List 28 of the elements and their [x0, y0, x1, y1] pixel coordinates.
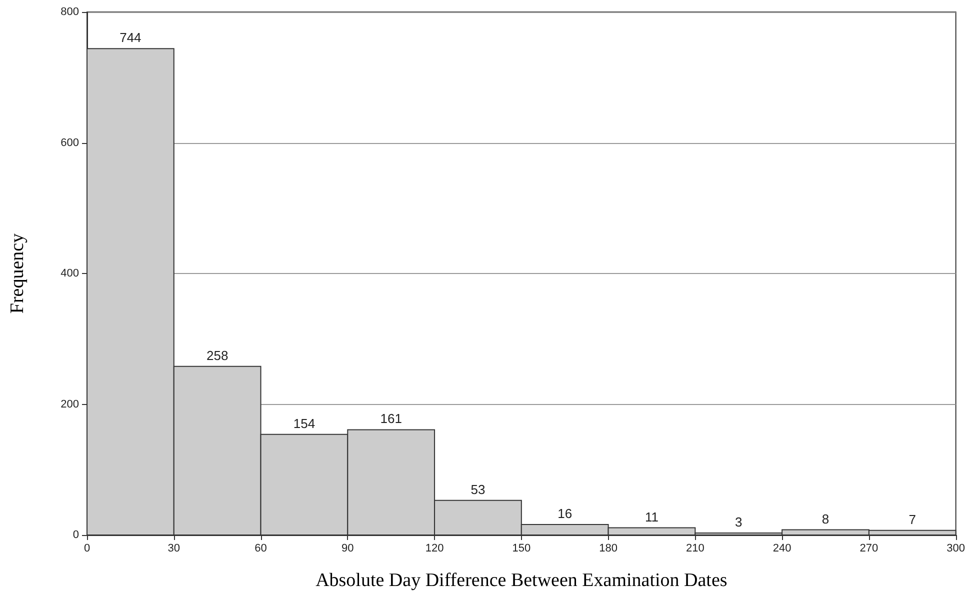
data-label: 258: [206, 348, 228, 363]
y-tick-label: 400: [60, 268, 79, 280]
data-label: 53: [470, 482, 486, 497]
y-axis-title: Frequency: [7, 232, 28, 314]
data-label: 8: [822, 511, 830, 526]
x-tick-label: 30: [168, 542, 180, 554]
data-label: 154: [293, 416, 316, 431]
y-tick-label: 200: [60, 398, 79, 410]
y-tick-label: 0: [72, 529, 79, 541]
x-tick-label: 300: [946, 542, 966, 554]
data-label: 11: [644, 509, 658, 524]
x-tick-label: 90: [342, 542, 354, 554]
y-tick-label: 600: [60, 136, 79, 149]
x-tick-label: 0: [84, 542, 90, 554]
x-tick-label: 150: [512, 542, 531, 554]
data-label: 3: [735, 514, 742, 530]
data-label: 7: [908, 512, 916, 527]
x-tick-label: 270: [860, 542, 878, 554]
y-tick-label: 800: [60, 6, 79, 18]
x-tick-label: 120: [425, 542, 444, 554]
data-label: 161: [380, 411, 402, 426]
x-tick-label: 210: [686, 542, 704, 554]
data-label: 16: [558, 506, 572, 522]
x-tick-label: 180: [599, 542, 618, 554]
x-tick-label: 60: [254, 542, 267, 554]
x-axis-title: Absolute Day Difference Between Examination Dates: [316, 570, 728, 591]
data-label: 744: [120, 30, 142, 46]
x-tick-label: 240: [772, 542, 792, 554]
